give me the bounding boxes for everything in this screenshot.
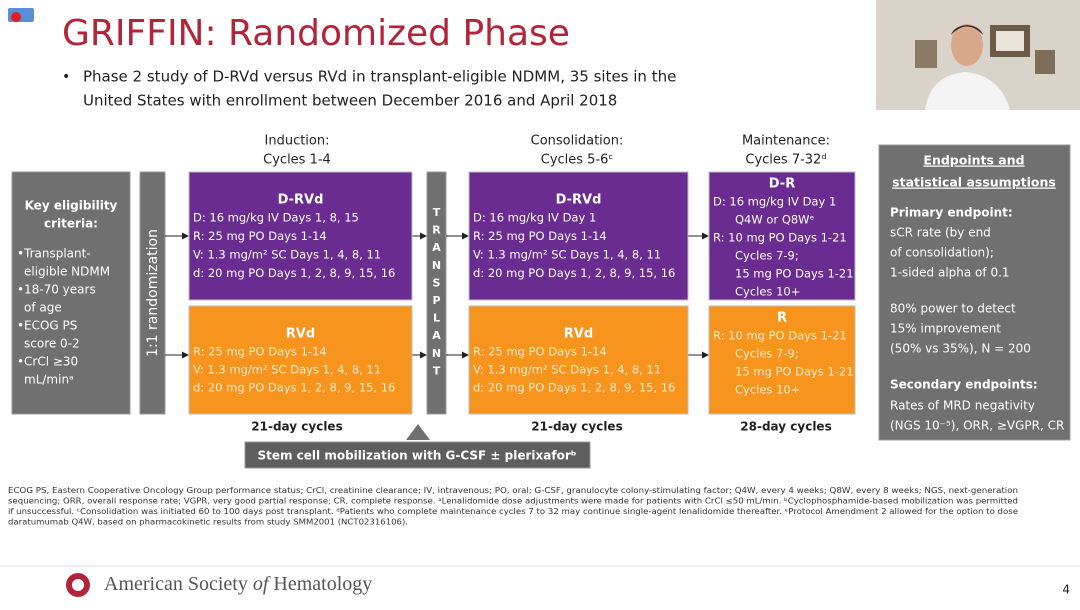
regimen-line: Q4W or Q8Wᵉ — [735, 213, 815, 227]
bullet-dot: • — [62, 69, 70, 85]
cycle-length: 28-day cycles — [740, 420, 831, 434]
regimen-line: D: 16 mg/kg IV Day 1 — [713, 195, 836, 209]
regimen-line: R: 10 mg PO Days 1-21 — [713, 231, 847, 245]
regimen-line: V: 1.3 mg/m² SC Days 1, 4, 8, 11 — [193, 363, 381, 377]
regimen-line: d: 20 mg PO Days 1, 2, 8, 9, 15, 16 — [193, 381, 395, 395]
regimen-line: R: 25 mg PO Days 1-14 — [193, 229, 327, 243]
footnote: if unsuccessful. ᶜConsolidation was init… — [8, 507, 1018, 516]
bullet-text: Phase 2 study of D-RVd versus RVd in tra… — [83, 68, 676, 86]
eligibility-title: criteria: — [44, 217, 98, 231]
drvd-box — [708, 171, 856, 301]
society-part: American Society — [104, 573, 253, 595]
endpoint-text: 80% power to detect — [890, 302, 1016, 316]
regimen-line: Cycles 7-9; — [735, 347, 799, 361]
footnote: sequencing; ORR, overall response rate; … — [8, 497, 1018, 506]
rvd-box — [188, 305, 413, 415]
arm-name: D-RVd — [556, 193, 602, 208]
regimen-line: Cycles 7-9; — [735, 249, 799, 263]
footnote: daratumumab Q4W, based on pharmacokineti… — [8, 518, 408, 527]
endpoint-text: of consolidation); — [890, 246, 994, 260]
eligibility-item: of age — [24, 301, 62, 315]
regimen-line: Cycles 10+ — [735, 383, 800, 397]
endpoint-text: 1-sided alpha of 0.1 — [890, 266, 1010, 280]
endpoint-text: sCR rate (by end — [890, 226, 991, 240]
regimen-line: d: 20 mg PO Days 1, 2, 8, 9, 15, 16 — [473, 266, 675, 280]
phase-name: Consolidation: — [531, 134, 624, 149]
society-part: of — [253, 573, 271, 595]
phase-cycles: Cycles 7-32ᵈ — [745, 153, 826, 168]
bullet-text: United States with enrollment between De… — [83, 92, 617, 110]
regimen-line: 15 mg PO Days 1-21 — [735, 365, 854, 379]
drvd-box — [188, 171, 413, 301]
drvd-box — [468, 171, 689, 301]
eligibility-item: ECOG PS — [24, 319, 77, 333]
regimen-line: V: 1.3 mg/m² SC Days 1, 4, 8, 11 — [473, 363, 661, 377]
society-name: American Society of Hematology — [104, 573, 372, 595]
endpoints-title: Endpoints and — [923, 153, 1024, 168]
regimen-line: R: 25 mg PO Days 1-14 — [473, 229, 607, 243]
eligibility-item: Transplant- — [23, 247, 91, 261]
regimen-line: R: 25 mg PO Days 1-14 — [473, 345, 607, 359]
regimen-line: R: 10 mg PO Days 1-21 — [713, 329, 847, 343]
endpoints-title: statistical assumptions — [892, 175, 1056, 190]
bullet-dot: • — [17, 319, 24, 333]
arm-name: RVd — [564, 327, 593, 342]
rvd-box — [468, 305, 689, 415]
regimen-line: D: 16 mg/kg IV Days 1, 8, 15 — [193, 211, 359, 225]
phase-name: Maintenance: — [742, 134, 830, 149]
eligibility-item: 18-70 years — [24, 283, 96, 297]
phase-name: Induction: — [265, 134, 330, 149]
regimen-line: V: 1.3 mg/m² SC Days 1, 4, 8, 11 — [193, 248, 381, 262]
regimen-line: d: 20 mg PO Days 1, 2, 8, 9, 15, 16 — [193, 266, 395, 280]
arm-name: D-R — [769, 177, 795, 192]
regimen-line: D: 16 mg/kg IV Day 1 — [473, 211, 596, 225]
rvd-box — [708, 305, 856, 415]
bullet-dot: • — [17, 283, 24, 297]
regimen-line: V: 1.3 mg/m² SC Days 1, 4, 8, 11 — [473, 248, 661, 262]
regimen-line: R: 25 mg PO Days 1-14 — [193, 345, 327, 359]
page-number: 4 — [1062, 583, 1070, 597]
eligibility-item: CrCl ≥30 — [24, 355, 78, 369]
endpoint-text: (NGS 10⁻⁵), ORR, ≥VGPR, CR — [890, 419, 1064, 433]
slide-title: GRIFFIN: Randomized Phase — [62, 13, 570, 54]
footnote: ECOG PS, Eastern Cooperative Oncology Gr… — [8, 486, 1018, 495]
endpoint-label: Secondary endpoints: — [890, 378, 1038, 392]
webcam — [876, 0, 1080, 110]
bullet-dot: • — [17, 355, 24, 369]
arm-name: D-RVd — [278, 193, 324, 208]
endpoint-label: Primary endpoint: — [890, 206, 1013, 220]
stem-cell-label: Stem cell mobilization with G-CSF ± pler… — [257, 449, 576, 463]
record-dot — [11, 12, 21, 22]
cycle-length: 21-day cycles — [531, 420, 622, 434]
regimen-line: Cycles 10+ — [735, 285, 800, 299]
endpoint-text: Rates of MRD negativity — [890, 399, 1035, 413]
endpoint-text: 15% improvement — [890, 322, 1001, 336]
eligibility-item: mL/minᵃ — [24, 373, 74, 387]
phase-cycles: Cycles 1-4 — [263, 153, 331, 168]
regimen-line: 15 mg PO Days 1-21 — [735, 267, 854, 281]
endpoint-text: (50% vs 35%), N = 200 — [890, 342, 1031, 356]
eligibility-title: Key eligibility — [25, 199, 118, 213]
phase-cycles: Cycles 5-6ᶜ — [541, 153, 613, 168]
eligibility-item: score 0-2 — [24, 337, 80, 351]
arm-name: RVd — [286, 327, 315, 342]
arm-name: R — [777, 311, 787, 326]
society-part: Hematology — [268, 573, 372, 595]
regimen-line: d: 20 mg PO Days 1, 2, 8, 9, 15, 16 — [473, 381, 675, 395]
bullet-dot: • — [17, 247, 24, 261]
eligibility-item: eligible NDMM — [24, 265, 110, 279]
randomization-label: 1:1 randomization — [145, 229, 161, 357]
cycle-length: 21-day cycles — [251, 420, 342, 434]
transplant-label: TRANSPLANT — [430, 206, 443, 382]
arms-and-boxes — [0, 144, 1080, 597]
